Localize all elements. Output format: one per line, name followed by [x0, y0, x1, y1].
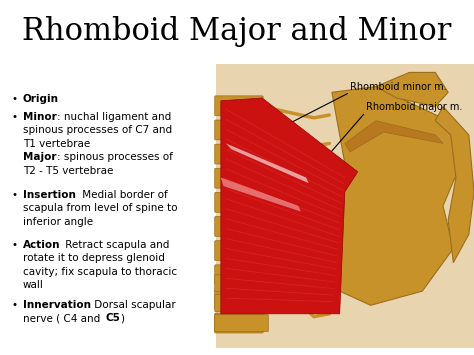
FancyBboxPatch shape [215, 275, 268, 292]
Text: scapula from level of spine to: scapula from level of spine to [23, 203, 177, 213]
FancyBboxPatch shape [215, 168, 263, 188]
Text: Origin: Origin [23, 94, 59, 104]
Polygon shape [345, 121, 443, 152]
FancyBboxPatch shape [215, 295, 268, 312]
Text: wall: wall [23, 280, 44, 290]
Text: cavity; fix scapula to thoracic: cavity; fix scapula to thoracic [23, 267, 177, 277]
Text: : spinous processes of: : spinous processes of [57, 152, 173, 162]
Text: Rhomboid minor m.: Rhomboid minor m. [350, 82, 447, 92]
Text: Medial border of: Medial border of [79, 190, 167, 200]
Text: : nuchal ligament and: : nuchal ligament and [57, 112, 171, 122]
Polygon shape [332, 87, 461, 305]
FancyBboxPatch shape [215, 241, 263, 261]
Text: •: • [12, 300, 18, 310]
Text: nerve ( C4 and: nerve ( C4 and [23, 313, 103, 323]
Text: •: • [12, 112, 18, 122]
Text: ): ) [120, 313, 124, 323]
FancyBboxPatch shape [215, 217, 263, 236]
Polygon shape [376, 72, 448, 106]
Text: Rhomboid major m.: Rhomboid major m. [365, 102, 462, 112]
FancyBboxPatch shape [215, 120, 263, 140]
Text: C5: C5 [106, 313, 120, 323]
Text: •: • [12, 240, 18, 250]
Polygon shape [226, 143, 309, 183]
Text: inferior angle: inferior angle [23, 217, 93, 227]
Text: Action: Action [23, 240, 60, 250]
Text: T2 - T5 vertebrae: T2 - T5 vertebrae [23, 166, 113, 176]
Polygon shape [221, 98, 358, 314]
Text: spinous processes of C7 and: spinous processes of C7 and [23, 125, 172, 135]
Text: •: • [12, 190, 18, 200]
FancyBboxPatch shape [215, 265, 263, 285]
Polygon shape [435, 106, 474, 263]
FancyBboxPatch shape [215, 144, 263, 164]
Text: Retract scapula and: Retract scapula and [62, 240, 169, 250]
Text: Minor: Minor [23, 112, 56, 122]
FancyBboxPatch shape [215, 313, 263, 333]
Text: T1 vertebrae: T1 vertebrae [23, 139, 90, 149]
Text: Insertion: Insertion [23, 190, 76, 200]
Text: Rhomboid Major and Minor: Rhomboid Major and Minor [22, 16, 452, 47]
FancyBboxPatch shape [215, 192, 263, 212]
Polygon shape [221, 178, 301, 212]
FancyBboxPatch shape [215, 289, 263, 309]
FancyBboxPatch shape [216, 64, 474, 348]
Text: •: • [12, 94, 18, 104]
Text: Dorsal scapular: Dorsal scapular [91, 300, 176, 310]
Text: Major: Major [23, 152, 56, 162]
FancyBboxPatch shape [215, 315, 268, 332]
Text: Innervation: Innervation [23, 300, 91, 310]
FancyBboxPatch shape [215, 96, 263, 116]
Text: rotate it to depress glenoid: rotate it to depress glenoid [23, 253, 164, 263]
